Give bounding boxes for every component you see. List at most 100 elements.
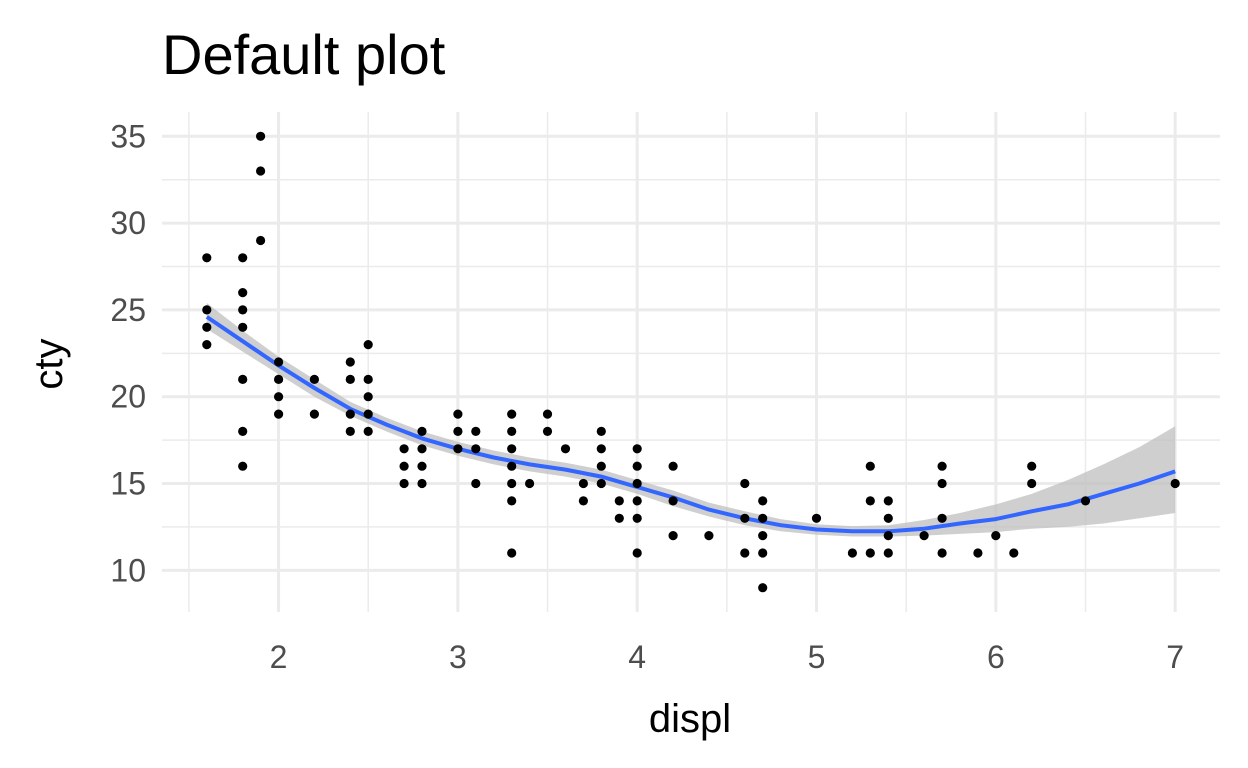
data-point (256, 166, 266, 176)
x-tick-label: 2 (270, 639, 288, 675)
data-point (507, 478, 517, 489)
data-points (202, 131, 1180, 593)
data-point (811, 513, 822, 523)
data-point (937, 461, 947, 471)
data-point (309, 374, 319, 384)
confidence-band (206, 303, 1176, 537)
x-axis-title: displ (649, 697, 731, 741)
y-tick-label: 30 (110, 205, 146, 241)
data-point (758, 513, 768, 523)
data-point (345, 357, 355, 367)
data-point (614, 496, 624, 506)
data-point (507, 548, 517, 558)
data-point (740, 513, 750, 523)
y-tick-label: 10 (110, 552, 146, 588)
data-point (238, 426, 248, 436)
x-tick-label: 5 (808, 639, 826, 675)
y-axis-title: cty (27, 338, 71, 389)
y-tick-label: 35 (110, 118, 146, 154)
data-point (453, 426, 463, 436)
data-point (596, 461, 606, 471)
x-tick-label: 7 (1166, 639, 1184, 675)
data-point (238, 305, 248, 315)
data-point (507, 409, 517, 419)
data-point (632, 461, 642, 471)
data-point (274, 392, 284, 402)
data-point (740, 478, 750, 489)
data-point (937, 513, 947, 523)
data-point (202, 253, 212, 263)
y-tick-label: 20 (110, 379, 146, 415)
y-tick-label: 25 (110, 292, 146, 328)
data-point (417, 444, 427, 454)
data-point (937, 478, 947, 489)
data-point (883, 531, 893, 541)
data-point (471, 478, 481, 489)
data-point (668, 531, 678, 541)
data-point (542, 426, 553, 436)
data-point (668, 461, 678, 471)
data-point (632, 513, 642, 523)
grid (162, 112, 1220, 612)
data-point (758, 496, 768, 506)
data-point (758, 548, 768, 558)
data-point (1027, 478, 1037, 489)
data-point (274, 409, 284, 419)
y-axis-ticks: 10 15 20 25 30 35 (110, 118, 146, 588)
data-point (614, 513, 624, 523)
data-point (1027, 461, 1037, 471)
data-point (363, 426, 373, 436)
data-point (632, 444, 642, 454)
x-tick-label: 4 (628, 639, 646, 675)
data-point (417, 478, 427, 489)
data-point (399, 444, 409, 454)
data-point (202, 305, 212, 315)
data-point (973, 548, 983, 558)
data-point (399, 461, 409, 471)
data-point (578, 496, 589, 506)
data-point (238, 461, 248, 471)
data-point (363, 374, 373, 384)
data-point (758, 531, 768, 541)
data-point (758, 583, 768, 593)
data-point (345, 409, 355, 419)
data-point (883, 548, 893, 558)
data-point (345, 374, 355, 384)
data-point (525, 478, 535, 489)
data-point (883, 496, 893, 506)
data-point (865, 496, 875, 506)
data-point (238, 374, 248, 384)
data-point (668, 496, 678, 506)
data-point (507, 426, 517, 436)
x-tick-label: 3 (449, 639, 467, 675)
data-point (363, 392, 373, 402)
y-tick-label: 15 (110, 466, 146, 502)
data-point (345, 426, 355, 436)
data-point (632, 548, 642, 558)
data-point (453, 409, 463, 419)
data-point (632, 478, 642, 489)
data-point (507, 496, 517, 506)
data-point (238, 288, 248, 298)
data-point (238, 322, 248, 332)
data-point (471, 426, 481, 436)
data-point (847, 548, 858, 558)
data-point (632, 496, 642, 506)
data-point (453, 444, 463, 454)
data-point (417, 426, 427, 436)
data-point (560, 444, 571, 454)
data-point (363, 340, 373, 350)
data-point (238, 253, 248, 263)
data-point (865, 548, 875, 558)
x-tick-label: 6 (987, 639, 1005, 675)
data-point (596, 478, 606, 489)
data-point (274, 374, 284, 384)
data-point (256, 131, 266, 141)
data-point (507, 444, 517, 454)
data-point (1009, 548, 1019, 558)
data-point (883, 513, 893, 523)
data-point (309, 409, 319, 419)
data-point (417, 461, 427, 471)
data-point (596, 426, 606, 436)
